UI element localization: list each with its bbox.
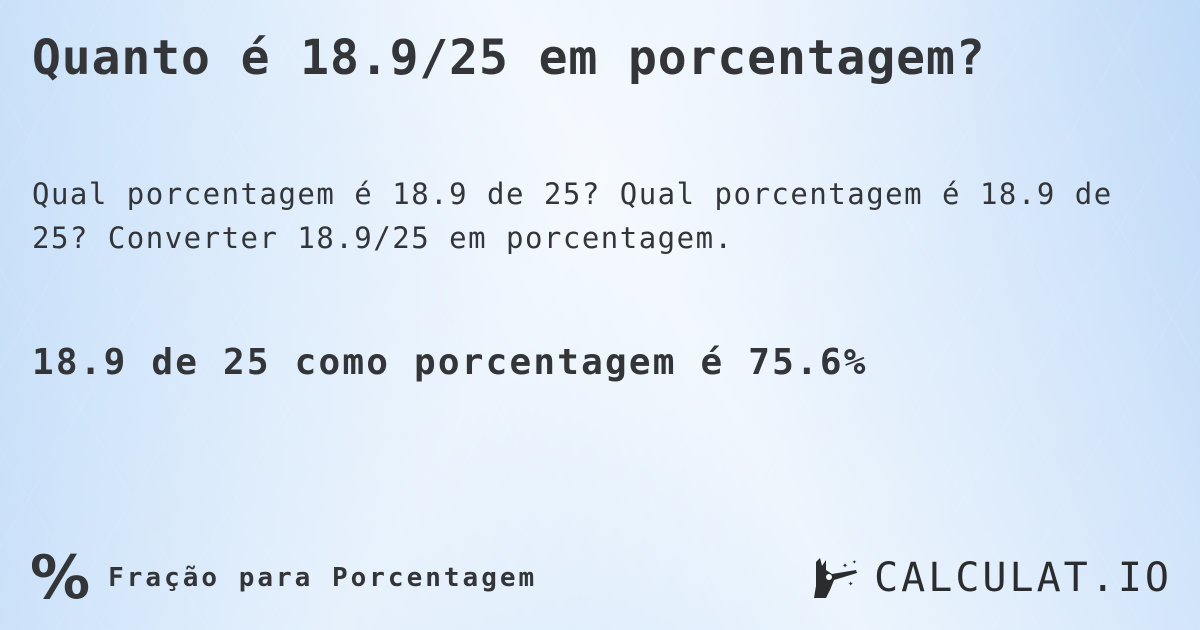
magic-hand-icon: ✦ ✦ ✦ xyxy=(814,557,858,598)
calculat-io-logo[interactable]: ✦ ✦ ✦ CALCULAT.IO xyxy=(812,555,1172,601)
category-link[interactable]: % Fração para Porcentagem xyxy=(30,548,537,608)
percent-icon: % xyxy=(30,543,91,613)
result-text: 18.9 de 25 como porcentagem é 75.6% xyxy=(32,342,868,383)
page-title: Quanto é 18.9/25 em porcentagem? xyxy=(32,30,986,86)
logo-text: CALCULAT.IO xyxy=(874,555,1172,601)
svg-text:✦: ✦ xyxy=(842,560,848,571)
description: Qual porcentagem é 18.9 de 25? Qual porc… xyxy=(32,177,1113,255)
svg-text:✦: ✦ xyxy=(848,579,854,589)
svg-text:✦: ✦ xyxy=(852,557,857,566)
category-label: Fração para Porcentagem xyxy=(108,563,538,593)
